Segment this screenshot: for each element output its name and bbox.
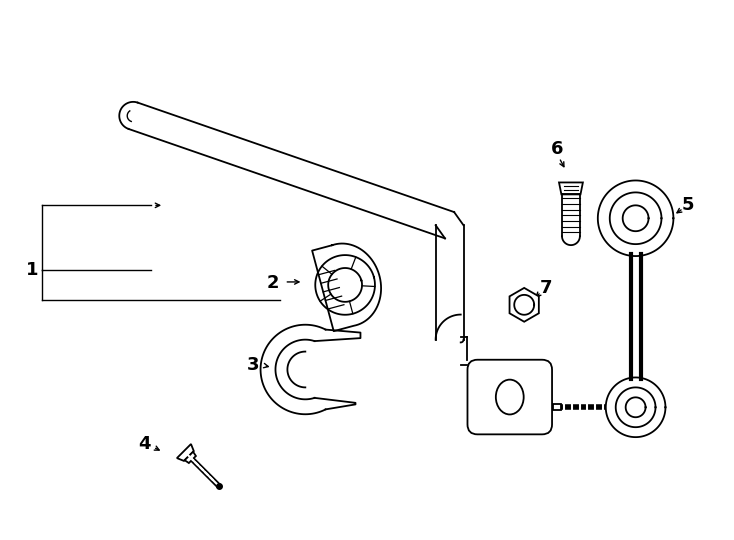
Text: 4: 4 xyxy=(138,435,150,453)
Text: 1: 1 xyxy=(26,261,38,279)
Text: 2: 2 xyxy=(266,274,279,292)
Polygon shape xyxy=(185,452,196,463)
Polygon shape xyxy=(509,288,539,322)
Polygon shape xyxy=(559,183,583,194)
Polygon shape xyxy=(553,404,561,410)
Polygon shape xyxy=(177,444,194,461)
Text: 3: 3 xyxy=(247,355,259,374)
Text: 6: 6 xyxy=(550,140,563,158)
Text: 5: 5 xyxy=(682,197,694,214)
Text: 7: 7 xyxy=(539,279,552,297)
